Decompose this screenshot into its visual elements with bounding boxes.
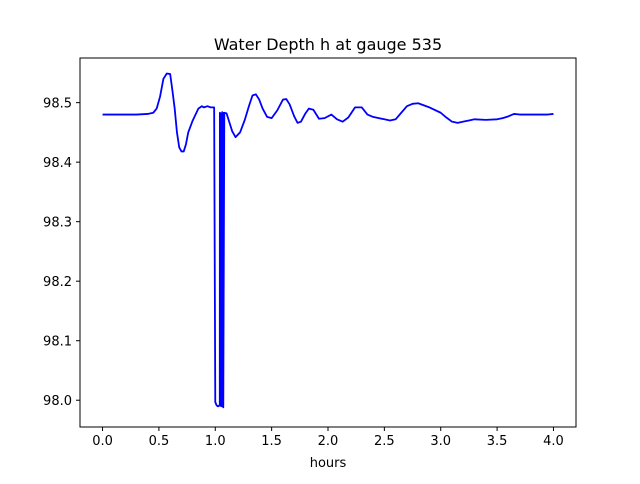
y-tick-label: 98.2	[43, 275, 72, 290]
x-tick-label: 3.0	[430, 434, 451, 449]
series-line-0	[102, 72, 554, 409]
x-axis-label: hours	[310, 456, 347, 471]
x-tick-label: 1.0	[205, 434, 226, 449]
plot-layer	[102, 72, 554, 409]
y-tick-label: 98.3	[43, 216, 72, 231]
x-tick-label: 0.5	[149, 434, 170, 449]
x-tick-label: 2.0	[318, 434, 339, 449]
chart-title: Water Depth h at gauge 535	[214, 35, 442, 54]
y-tick-label: 98.1	[43, 335, 72, 350]
x-tick-label: 3.5	[487, 434, 508, 449]
x-tick-label: 2.5	[374, 434, 395, 449]
x-tick-label: 4.0	[543, 434, 564, 449]
y-tick-label: 98.4	[43, 156, 72, 171]
y-tick-label: 98.0	[43, 394, 72, 409]
x-tick-label: 0.0	[92, 434, 113, 449]
ticks-layer: 0.0 0.5 1.0 1.5 2.0 2.5 3.0 3.5 4.0 98.0 98.1 98.2 9…	[43, 97, 564, 449]
y-tick-label: 98.5	[43, 97, 72, 112]
x-tick-label: 1.5	[261, 434, 282, 449]
